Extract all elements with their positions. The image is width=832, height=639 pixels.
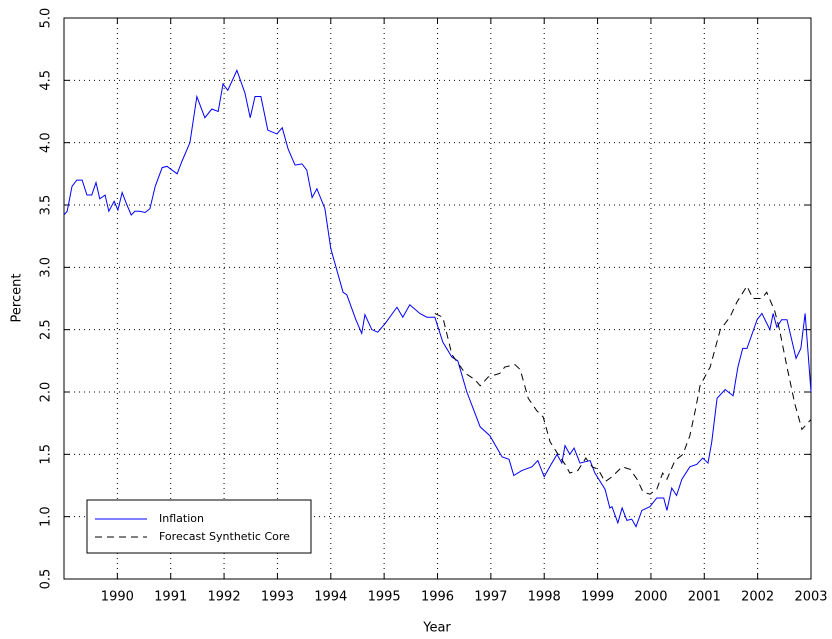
y-tick-label: 1.5 (39, 444, 54, 465)
x-tick-label: 1994 (314, 590, 347, 605)
series-line (434, 284, 812, 495)
x-tick-label: 2000 (634, 590, 667, 605)
y-tick-label: 2.5 (39, 319, 54, 340)
x-tick-label: 1992 (208, 590, 241, 605)
x-axis-label: Year (422, 621, 451, 636)
y-tick-label: 5.0 (39, 8, 54, 29)
x-tick-label: 1991 (154, 590, 187, 605)
y-tick-label: 1.0 (39, 506, 54, 527)
x-tick-label: 2002 (741, 590, 774, 605)
y-tick-label: 3.5 (39, 195, 54, 216)
legend-label: Forecast Synthetic Core (159, 530, 290, 543)
series-line (63, 69, 812, 528)
x-tick-label: 1998 (528, 590, 561, 605)
x-tick-label: 2001 (688, 590, 721, 605)
y-tick-label: 3.0 (39, 257, 54, 278)
y-tick-label: 0.5 (39, 569, 54, 590)
y-tick-label: 4.0 (39, 132, 54, 153)
x-tick-label: 1990 (101, 590, 134, 605)
y-tick-label: 4.5 (39, 70, 54, 91)
legend-label: Inflation (159, 512, 204, 525)
y-tick-label: 2.0 (39, 382, 54, 403)
x-tick-label: 2003 (794, 590, 827, 605)
x-tick-label: 1997 (474, 590, 507, 605)
x-tick-label: 1996 (421, 590, 454, 605)
legend-box (86, 499, 312, 554)
y-axis-label: Percent (10, 274, 25, 323)
x-tick-label: 1999 (581, 590, 614, 605)
x-tick-label: 1993 (261, 590, 294, 605)
x-tick-label: 1995 (368, 590, 401, 605)
